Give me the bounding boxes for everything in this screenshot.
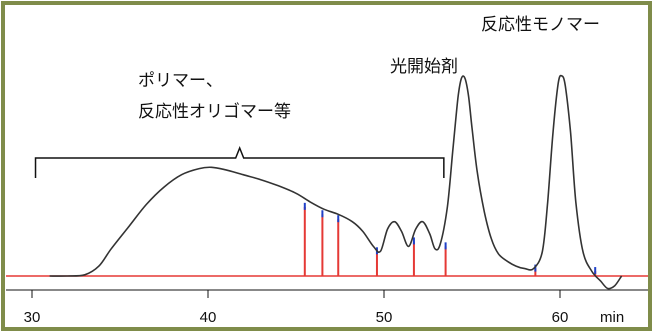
x-tick-label-50: 50 — [376, 309, 393, 326]
x-tick-label-30: 30 — [24, 309, 41, 326]
annotation-polymer-line1: ポリマー、 — [138, 71, 223, 91]
x-tick-label-40: 40 — [200, 309, 217, 326]
x-tick-label-60: 60 — [552, 309, 569, 326]
x-unit-label: min — [600, 309, 624, 326]
polymer-range-bracket — [34, 145, 445, 178]
annotation-monomer: 反応性モノマー — [481, 15, 600, 35]
annotation-polymer-line2: 反応性オリゴマー等 — [138, 101, 291, 122]
annotation-photoinitiator: 光開始剤 — [390, 57, 458, 77]
chromatogram-trace — [49, 74, 623, 290]
